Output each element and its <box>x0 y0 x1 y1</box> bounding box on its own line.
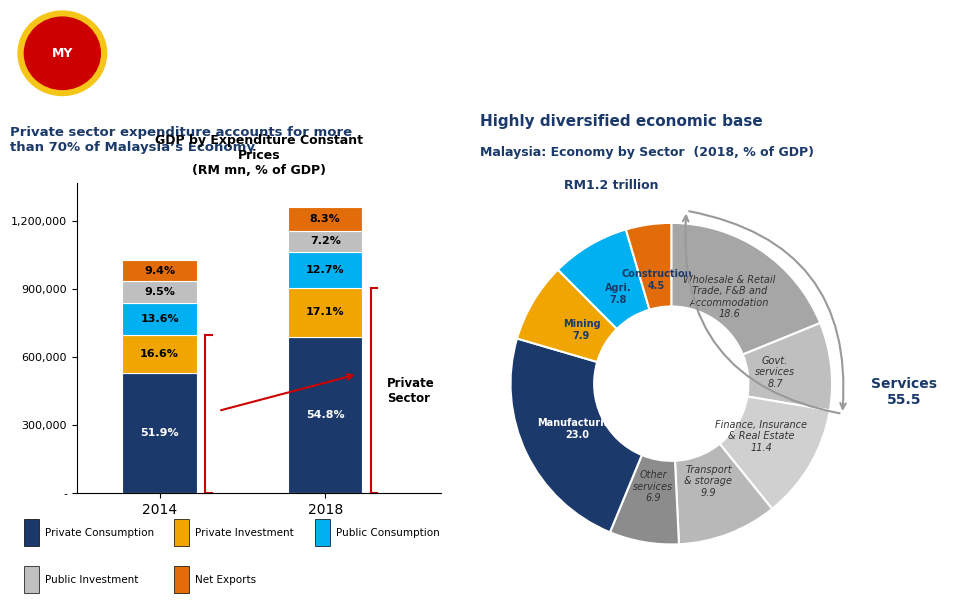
Bar <box>288 337 363 493</box>
Bar <box>174 519 189 546</box>
Bar <box>123 259 197 281</box>
Text: Private Investment: Private Investment <box>195 528 293 538</box>
Text: Agri.
7.8: Agri. 7.8 <box>605 283 631 304</box>
Bar <box>174 566 189 593</box>
Text: 7.2%: 7.2% <box>310 236 340 247</box>
Text: Public Investment: Public Investment <box>45 574 138 585</box>
Text: Other
services
6.9: Other services 6.9 <box>633 470 673 503</box>
Bar <box>288 288 363 337</box>
Bar <box>123 303 197 335</box>
Text: Private Consumption: Private Consumption <box>45 528 153 538</box>
Text: RM1.2 trillion: RM1.2 trillion <box>564 179 659 192</box>
Bar <box>24 566 39 593</box>
Text: 13.6%: 13.6% <box>140 314 179 324</box>
Wedge shape <box>719 396 830 509</box>
Text: Services
55.5: Services 55.5 <box>872 376 938 407</box>
Text: Highly diversified economy: Highly diversified economy <box>129 74 356 92</box>
Bar <box>315 519 330 546</box>
Wedge shape <box>517 270 617 362</box>
Text: Wholesale & Retail
Trade, F&B and
Accommodation
18.6: Wholesale & Retail Trade, F&B and Accomm… <box>684 275 776 319</box>
Text: Govt.
services
8.7: Govt. services 8.7 <box>755 356 795 389</box>
Bar <box>24 519 39 546</box>
Text: 51.9%: 51.9% <box>140 428 179 438</box>
Text: Transport
& storage
9.9: Transport & storage 9.9 <box>685 465 733 498</box>
Text: 17.1%: 17.1% <box>306 308 344 317</box>
Text: Finance, Insurance
& Real Estate
11.4: Finance, Insurance & Real Estate 11.4 <box>715 420 807 453</box>
Wedge shape <box>610 455 679 544</box>
Wedge shape <box>743 323 832 410</box>
Wedge shape <box>626 223 671 309</box>
Text: 9.5%: 9.5% <box>144 287 175 297</box>
Text: Construction
4.5: Construction 4.5 <box>621 269 691 291</box>
Text: Private
Sector: Private Sector <box>387 376 435 404</box>
Circle shape <box>18 11 106 96</box>
Bar <box>123 373 197 493</box>
Text: Highly diversified economic base: Highly diversified economic base <box>480 114 762 129</box>
Bar <box>123 281 197 303</box>
Text: Manufacturing
23.0: Manufacturing 23.0 <box>537 418 618 440</box>
Bar <box>288 252 363 288</box>
Wedge shape <box>671 223 820 354</box>
Text: 8.3%: 8.3% <box>310 214 340 224</box>
Text: Malaysia: Economy by Sector  (2018, % of GDP): Malaysia: Economy by Sector (2018, % of … <box>480 146 813 159</box>
Text: Private sector expenditure accounts for more
than 70% of Malaysia’s Economy: Private sector expenditure accounts for … <box>10 126 352 154</box>
Circle shape <box>24 17 101 90</box>
Wedge shape <box>558 230 649 329</box>
Bar <box>288 231 363 252</box>
Wedge shape <box>510 339 642 532</box>
Bar <box>288 207 363 231</box>
Text: Public Consumption: Public Consumption <box>336 528 439 538</box>
Text: MY: MY <box>52 47 73 60</box>
Text: 9.4%: 9.4% <box>144 266 175 276</box>
Text: Mining
7.9: Mining 7.9 <box>563 320 600 341</box>
Text: 12.7%: 12.7% <box>306 265 344 275</box>
Wedge shape <box>675 444 772 544</box>
Title: GDP by Expenditure Constant
Prices
(RM mn, % of GDP): GDP by Expenditure Constant Prices (RM m… <box>155 135 363 177</box>
Text: 16.6%: 16.6% <box>140 349 179 359</box>
Bar <box>123 335 197 373</box>
Text: Growth anchored by private domestic demand: Growth anchored by private domestic dema… <box>129 24 713 44</box>
Text: 54.8%: 54.8% <box>306 410 344 420</box>
Text: Net Exports: Net Exports <box>195 574 256 585</box>
